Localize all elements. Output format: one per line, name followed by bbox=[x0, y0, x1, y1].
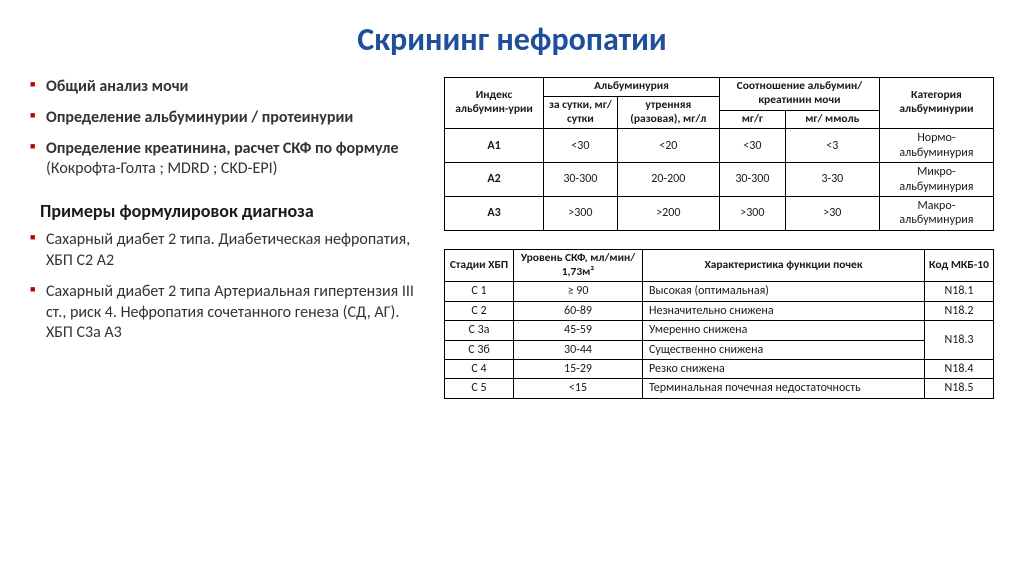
bullet-text: Определение альбуминурии / протеинурии bbox=[46, 108, 353, 127]
data-cell: Незначительно снижена bbox=[643, 301, 925, 320]
data-cell: N18.5 bbox=[925, 379, 994, 398]
data-cell: Умеренно снижена bbox=[643, 321, 925, 340]
data-cell: Высокая (оптимальная) bbox=[643, 282, 925, 301]
header-cell: утренняя (разовая), мг/л bbox=[617, 96, 719, 129]
data-cell: 15-29 bbox=[514, 359, 643, 378]
header-cell: Альбуминурия bbox=[544, 78, 720, 97]
data-cell: 30-44 bbox=[514, 340, 643, 359]
table-row: С 1 ≥ 90 Высокая (оптимальная) N18.1 bbox=[445, 282, 994, 301]
data-cell: Терминальная почечная недостаточность bbox=[643, 379, 925, 398]
data-cell: С 4 bbox=[445, 359, 514, 378]
data-cell: 30-300 bbox=[720, 163, 786, 197]
bullet-text: Общий анализ мочи bbox=[46, 77, 188, 96]
data-cell: N18.1 bbox=[925, 282, 994, 301]
data-cell: 3-30 bbox=[785, 163, 879, 197]
screening-list: Общий анализ мочи Определение альбуминур… bbox=[30, 77, 420, 180]
data-cell: С 1 bbox=[445, 282, 514, 301]
header-cell: мг/ ммоль bbox=[785, 110, 879, 129]
header-cell: Индекс альбумин-урии bbox=[445, 78, 544, 129]
data-cell: >300 bbox=[544, 196, 618, 230]
data-cell: Микро-альбуминурия bbox=[879, 163, 993, 197]
data-cell: А3 bbox=[445, 196, 544, 230]
data-cell: >300 bbox=[720, 196, 786, 230]
data-cell: <30 bbox=[544, 129, 618, 163]
example-item: Сахарный диабет 2 типа Артериальная гипе… bbox=[30, 282, 420, 344]
header-cell: Категория альбуминурии bbox=[879, 78, 993, 129]
table-row: С 2 60-89 Незначительно снижена N18.2 bbox=[445, 301, 994, 320]
data-cell: <20 bbox=[617, 129, 719, 163]
data-cell: А2 bbox=[445, 163, 544, 197]
bullet-item: Определение креатинина, расчет СКФ по фо… bbox=[30, 139, 420, 181]
examples-heading: Примеры формулировок диагноза bbox=[40, 200, 420, 222]
data-cell: ≥ 90 bbox=[514, 282, 643, 301]
table-row: Стадии ХБП Уровень СКФ, мл/мин/ 1,73м² Х… bbox=[445, 249, 994, 282]
table-row: С 4 15-29 Резко снижена N18.4 bbox=[445, 359, 994, 378]
data-cell: С 5 bbox=[445, 379, 514, 398]
page-title: Скрининг нефропатии bbox=[30, 20, 994, 59]
bullet-text-rest: (Кокрофта-Голта ; MDRD ; CKD-EPI) bbox=[46, 159, 277, 178]
data-cell: Нормо-альбуминурия bbox=[879, 129, 993, 163]
header-cell: Стадии ХБП bbox=[445, 249, 514, 282]
table-row: Индекс альбумин-урии Альбуминурия Соотно… bbox=[445, 78, 994, 97]
data-cell: N18.3 bbox=[925, 321, 994, 360]
data-cell: 20-200 bbox=[617, 163, 719, 197]
albuminuria-table: Индекс альбумин-урии Альбуминурия Соотно… bbox=[444, 77, 994, 231]
data-cell: N18.2 bbox=[925, 301, 994, 320]
bullet-text: Определение креатинина, расчет СКФ по фо… bbox=[46, 139, 399, 158]
table-row: С 3б 30-44 Существенно снижена bbox=[445, 340, 994, 359]
bullet-item: Определение альбуминурии / протеинурии bbox=[30, 108, 420, 129]
header-cell: Соотношение альбумин/ креатинин мочи bbox=[720, 78, 880, 111]
header-cell: Уровень СКФ, мл/мин/ 1,73м² bbox=[514, 249, 643, 282]
data-cell: С 2 bbox=[445, 301, 514, 320]
data-cell: 45-59 bbox=[514, 321, 643, 340]
table-row: А2 30-300 20-200 30-300 3-30 Микро-альбу… bbox=[445, 163, 994, 197]
data-cell: N18.4 bbox=[925, 359, 994, 378]
data-cell: >200 bbox=[617, 196, 719, 230]
data-cell: С 3а bbox=[445, 321, 514, 340]
ckd-stages-table: Стадии ХБП Уровень СКФ, мл/мин/ 1,73м² Х… bbox=[444, 249, 994, 399]
data-cell: Существенно снижена bbox=[643, 340, 925, 359]
data-cell: <15 bbox=[514, 379, 643, 398]
data-cell: >30 bbox=[785, 196, 879, 230]
left-column: Общий анализ мочи Определение альбуминур… bbox=[30, 77, 420, 417]
bullet-item: Общий анализ мочи bbox=[30, 77, 420, 98]
header-cell: Код МКБ-10 bbox=[925, 249, 994, 282]
data-cell: С 3б bbox=[445, 340, 514, 359]
header-cell: мг/г bbox=[720, 110, 786, 129]
data-cell: 30-300 bbox=[544, 163, 618, 197]
data-cell: <30 bbox=[720, 129, 786, 163]
table-row: А3 >300 >200 >300 >30 Макро-альбуминурия bbox=[445, 196, 994, 230]
content-wrapper: Общий анализ мочи Определение альбуминур… bbox=[30, 77, 994, 417]
data-cell: А1 bbox=[445, 129, 544, 163]
right-column: Индекс альбумин-урии Альбуминурия Соотно… bbox=[444, 77, 994, 417]
table-row: С 3а 45-59 Умеренно снижена N18.3 bbox=[445, 321, 994, 340]
example-item: Сахарный диабет 2 типа. Диабетическая не… bbox=[30, 230, 420, 272]
table-row: А1 <30 <20 <30 <3 Нормо-альбуминурия bbox=[445, 129, 994, 163]
data-cell: 60-89 bbox=[514, 301, 643, 320]
table-row: С 5 <15 Терминальная почечная недостаточ… bbox=[445, 379, 994, 398]
data-cell: <3 bbox=[785, 129, 879, 163]
examples-list: Сахарный диабет 2 типа. Диабетическая не… bbox=[30, 230, 420, 344]
data-cell: Резко снижена bbox=[643, 359, 925, 378]
data-cell: Макро-альбуминурия bbox=[879, 196, 993, 230]
header-cell: за сутки, мг/сутки bbox=[544, 96, 618, 129]
header-cell: Характеристика функции почек bbox=[643, 249, 925, 282]
